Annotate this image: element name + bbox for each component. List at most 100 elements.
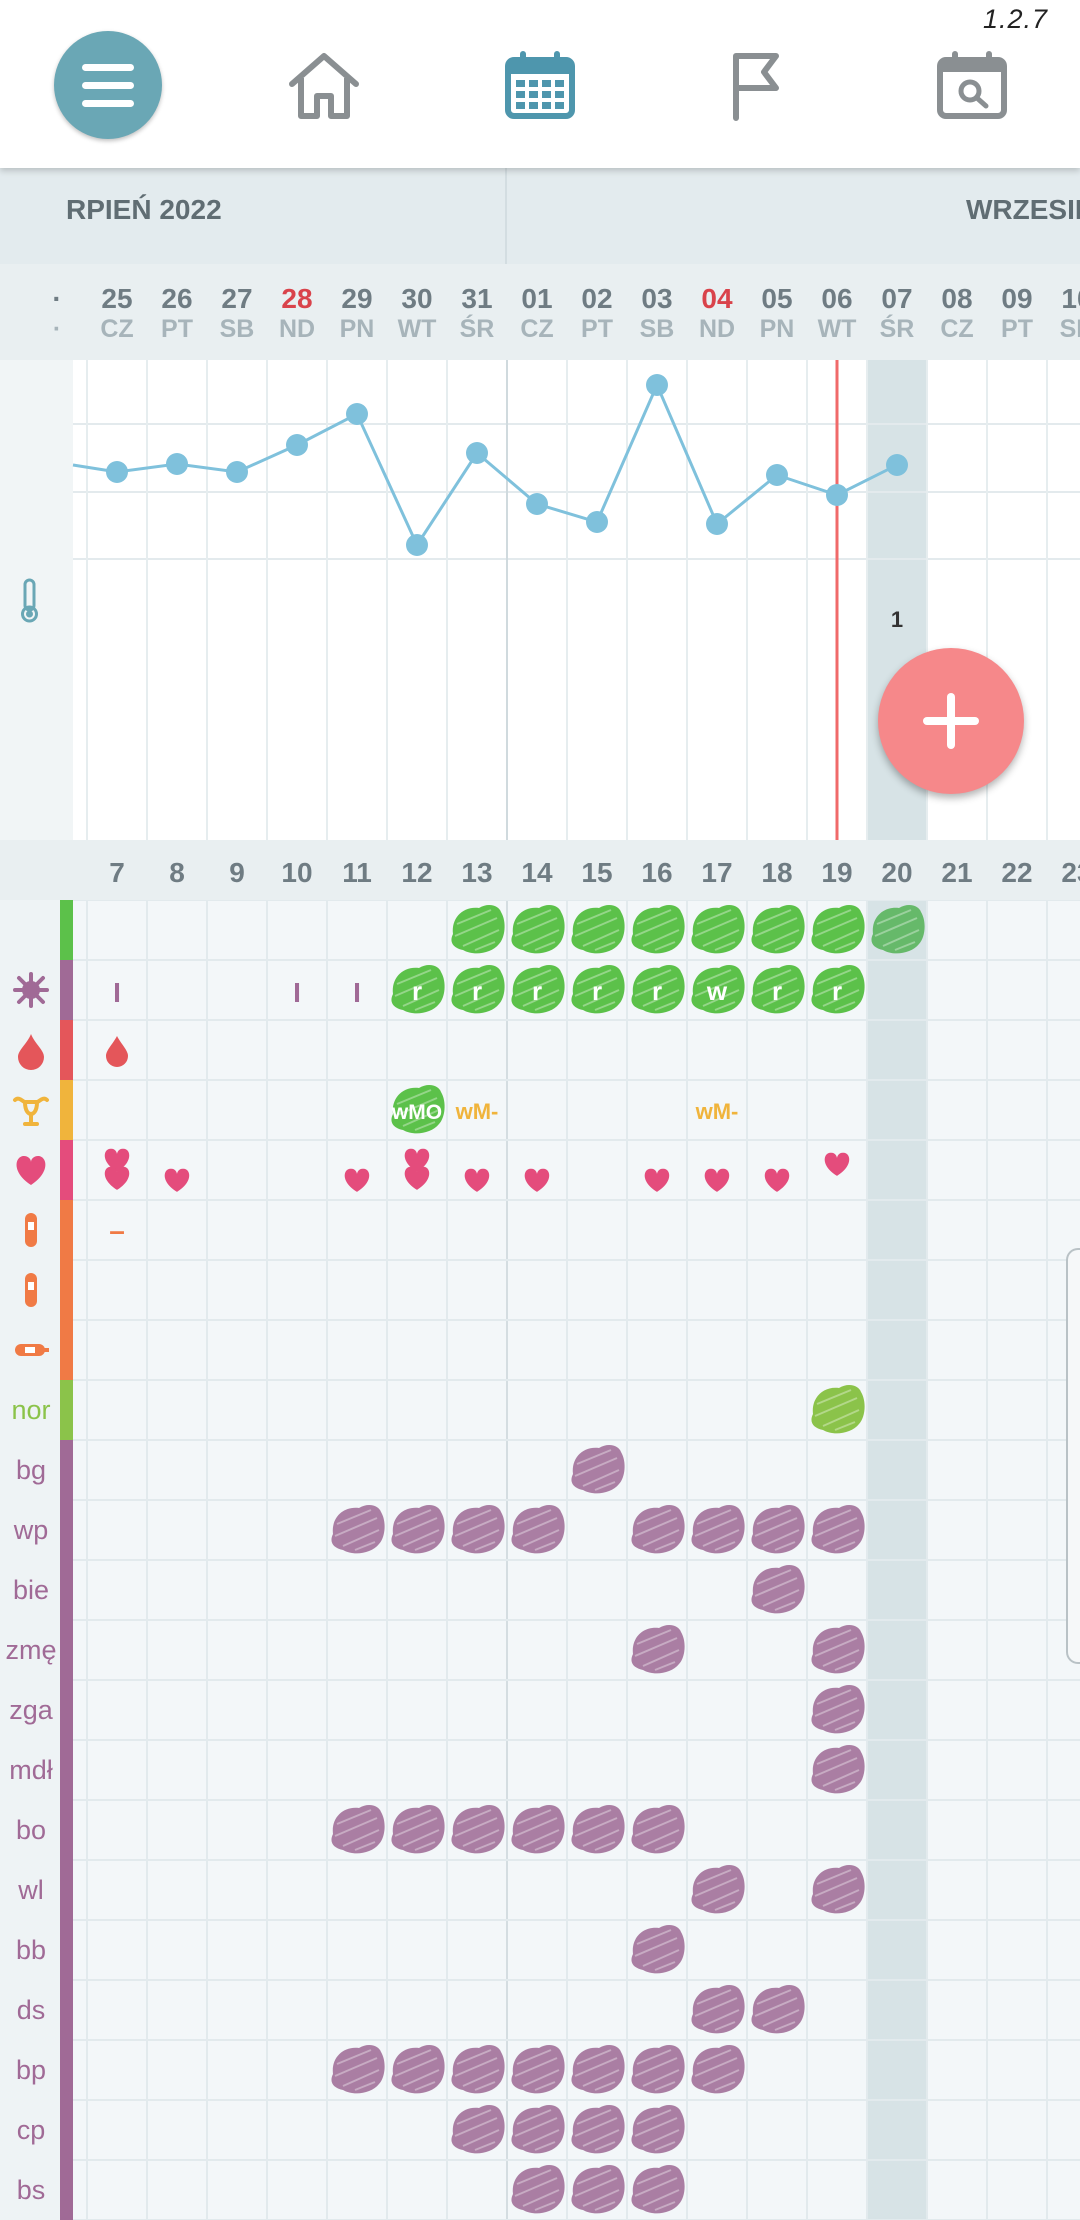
observation-mark[interactable]: [331, 2045, 385, 2094]
observation-mark[interactable]: [871, 905, 925, 954]
observation-mark[interactable]: [811, 1865, 865, 1914]
observation-mark[interactable]: [691, 1985, 745, 2034]
row-label-bb[interactable]: bb: [0, 1920, 62, 1980]
row-label-bleeding[interactable]: [0, 1020, 62, 1080]
observation-mark[interactable]: [751, 1985, 805, 2034]
date-column-header[interactable]: 03 SB: [627, 264, 687, 344]
heart-icon[interactable]: [524, 1168, 550, 1192]
heart-icon[interactable]: [104, 1148, 130, 1172]
add-entry-button[interactable]: [878, 648, 1024, 794]
observation-mark[interactable]: [571, 965, 625, 1014]
menu-button[interactable]: [54, 31, 162, 139]
observation-mark[interactable]: [451, 965, 505, 1014]
observation-mark[interactable]: [571, 2105, 625, 2154]
row-label-bie[interactable]: bie: [0, 1560, 62, 1620]
date-column-header[interactable]: 01 CZ: [507, 264, 567, 344]
observation-mark[interactable]: [691, 965, 745, 1014]
observation-mark[interactable]: [691, 1505, 745, 1554]
row-label-cervical[interactable]: [0, 900, 62, 960]
date-column-header[interactable]: 29 PN: [327, 264, 387, 344]
calendar-search-icon[interactable]: [932, 46, 1012, 126]
row-label-wl[interactable]: wl: [0, 1860, 62, 1920]
observation-mark[interactable]: [451, 1805, 505, 1854]
date-column-header[interactable]: 26 PT: [147, 264, 207, 344]
observation-mark[interactable]: [631, 1805, 685, 1854]
observation-mark[interactable]: [631, 2105, 685, 2154]
observation-mark[interactable]: [391, 1085, 445, 1134]
heart-icon[interactable]: [104, 1166, 130, 1190]
heart-icon[interactable]: [344, 1168, 370, 1192]
row-label-wp[interactable]: wp: [0, 1500, 62, 1560]
observation-mark[interactable]: [571, 2045, 625, 2094]
observation-mark[interactable]: [811, 1385, 865, 1434]
date-column-header[interactable]: 28 ND: [267, 264, 327, 344]
temperature-point[interactable]: [886, 454, 908, 476]
observation-mark[interactable]: [451, 2105, 505, 2154]
row-label-bs[interactable]: bs: [0, 2160, 62, 2220]
observation-mark[interactable]: [511, 2105, 565, 2154]
observation-mark[interactable]: [571, 905, 625, 954]
observation-mark[interactable]: [811, 1505, 865, 1554]
date-column-header[interactable]: 25 CZ: [87, 264, 147, 344]
heart-icon[interactable]: [764, 1168, 790, 1192]
temperature-point[interactable]: [826, 484, 848, 506]
observation-mark[interactable]: [751, 1565, 805, 1614]
heart-icon[interactable]: [704, 1168, 730, 1192]
heart-icon[interactable]: [644, 1168, 670, 1192]
observation-mark[interactable]: [571, 1805, 625, 1854]
heart-icon[interactable]: [824, 1152, 850, 1176]
row-label-bp[interactable]: bp: [0, 2040, 62, 2100]
date-column-header[interactable]: 10SB: [1047, 264, 1080, 344]
heart-icon[interactable]: [164, 1168, 190, 1192]
home-icon[interactable]: [284, 46, 364, 126]
observation-mark[interactable]: [391, 965, 445, 1014]
temperature-point[interactable]: [346, 403, 368, 425]
observation-mark[interactable]: [451, 2045, 505, 2094]
observation-mark[interactable]: [511, 1805, 565, 1854]
temperature-point[interactable]: [406, 534, 428, 556]
date-column-header[interactable]: 31 ŚR: [447, 264, 507, 344]
observation-mark[interactable]: [631, 2045, 685, 2094]
row-label-thermometer[interactable]: [0, 1320, 62, 1380]
temperature-point[interactable]: [466, 442, 488, 464]
row-label-preg-test[interactable]: [0, 1260, 62, 1320]
date-column-header[interactable]: 07 ŚR: [867, 264, 927, 344]
row-label-sensation[interactable]: [0, 960, 62, 1020]
date-column-header[interactable]: 08 CZ: [927, 264, 987, 344]
observation-mark[interactable]: [511, 1505, 565, 1554]
observation-mark[interactable]: [811, 965, 865, 1014]
row-label-zga[interactable]: zga: [0, 1680, 62, 1740]
row-label-nor[interactable]: nor: [0, 1380, 62, 1440]
observation-mark[interactable]: [691, 2045, 745, 2094]
temperature-point[interactable]: [166, 453, 188, 475]
flag-icon[interactable]: [716, 46, 796, 126]
observation-mark[interactable]: [631, 965, 685, 1014]
row-label-zme[interactable]: zmę: [0, 1620, 62, 1680]
observation-mark[interactable]: [331, 1805, 385, 1854]
observation-mark[interactable]: [451, 1505, 505, 1554]
observation-mark[interactable]: [571, 1445, 625, 1494]
date-column-header[interactable]: 09 PT: [987, 264, 1047, 344]
observation-mark[interactable]: [691, 905, 745, 954]
row-label-bg[interactable]: bg: [0, 1440, 62, 1500]
date-column-header[interactable]: 02 PT: [567, 264, 627, 344]
observation-mark[interactable]: [811, 905, 865, 954]
observation-mark[interactable]: [751, 905, 805, 954]
observation-mark[interactable]: [391, 1805, 445, 1854]
bleeding-drop-icon[interactable]: [106, 1036, 128, 1067]
observation-mark[interactable]: [631, 1925, 685, 1974]
heart-icon[interactable]: [404, 1166, 430, 1190]
observation-mark[interactable]: [751, 965, 805, 1014]
temperature-point[interactable]: [766, 464, 788, 486]
observation-mark[interactable]: [631, 1505, 685, 1554]
temperature-chart[interactable]: 1: [0, 360, 1080, 840]
observation-mark[interactable]: [811, 1685, 865, 1734]
date-column-header[interactable]: 04 ND: [687, 264, 747, 344]
date-column-header[interactable]: 27 SB: [207, 264, 267, 344]
calendar-icon[interactable]: [500, 46, 580, 126]
temperature-point[interactable]: [526, 493, 548, 515]
observation-mark[interactable]: [751, 1505, 805, 1554]
temperature-point[interactable]: [706, 513, 728, 535]
row-label-bo[interactable]: bo: [0, 1800, 62, 1860]
